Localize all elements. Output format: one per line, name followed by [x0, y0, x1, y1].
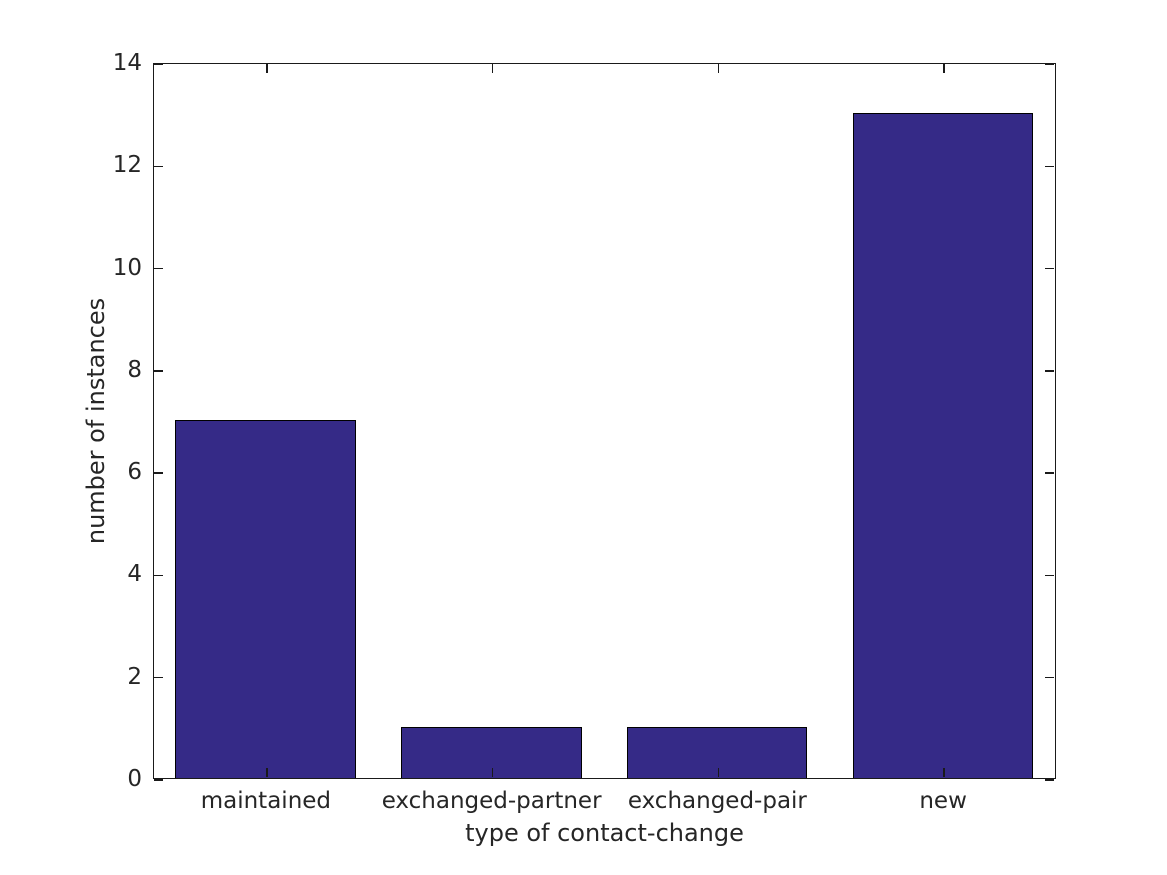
y-tick-label: 2	[127, 663, 142, 690]
y-axis-label: number of instances	[82, 297, 110, 545]
bar-exchanged-partner	[401, 726, 582, 778]
y-tick-label: 14	[112, 50, 142, 76]
y-tick-mark	[154, 677, 163, 679]
y-tick-label: 4	[127, 561, 142, 588]
x-tick-mark-top	[717, 64, 720, 73]
bar-exchanged-pair	[626, 726, 808, 778]
y-tick-mark	[154, 63, 163, 65]
y-tick-mark-right	[1045, 779, 1055, 781]
x-tick-mark-top	[491, 64, 494, 73]
y-tick-mark-right	[1045, 574, 1055, 577]
x-tick-mark	[266, 768, 268, 778]
x-tick-mark	[491, 768, 494, 778]
y-tick-label: 12	[112, 152, 142, 179]
y-tick-label: 6	[127, 459, 142, 486]
y-tick-mark-right	[1045, 677, 1055, 679]
y-tick-mark	[154, 267, 163, 270]
x-tick-label: exchanged-partner	[381, 788, 602, 814]
x-tick-mark-top	[266, 64, 268, 73]
x-axis-label: type of contact-change	[465, 819, 744, 847]
y-tick-mark-right	[1045, 267, 1055, 270]
y-tick-mark-right	[1045, 472, 1055, 474]
y-tick-mark	[154, 779, 163, 781]
y-tick-mark-right	[1045, 370, 1055, 372]
x-tick-mark	[717, 768, 720, 778]
plot-area	[153, 63, 1056, 781]
x-tick-label: exchanged-pair	[627, 788, 807, 814]
y-tick-label: 8	[127, 356, 142, 383]
bar-new	[852, 113, 1034, 778]
x-tick-label: new	[919, 788, 967, 814]
y-tick-mark-right	[1045, 165, 1055, 167]
x-tick-mark-top	[943, 64, 945, 73]
y-tick-label: 0	[127, 766, 142, 792]
y-tick-mark	[154, 574, 163, 577]
y-tick-mark-right	[1045, 63, 1055, 65]
bar-maintained	[175, 420, 356, 778]
y-tick-label: 10	[112, 254, 142, 281]
y-tick-mark	[154, 370, 163, 372]
x-tick-mark	[943, 768, 945, 778]
x-tick-label: maintained	[200, 788, 332, 814]
y-tick-mark	[154, 472, 163, 474]
y-tick-mark	[154, 165, 163, 167]
